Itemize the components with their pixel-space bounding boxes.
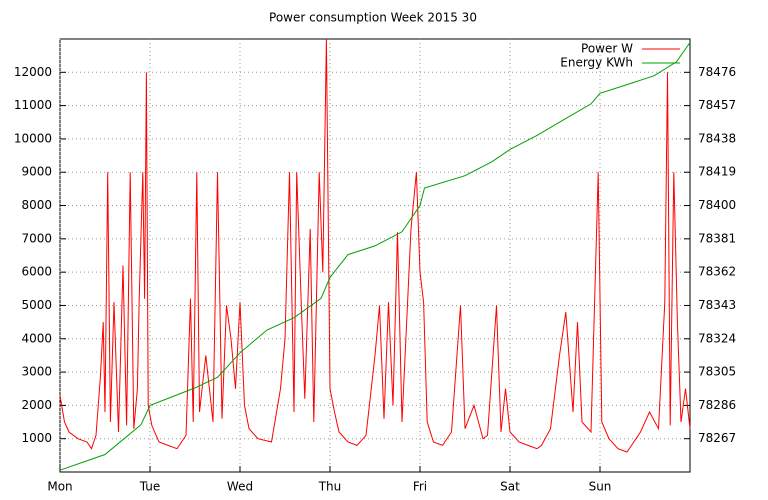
y2-tick-label: 78381 — [698, 231, 736, 245]
y-tick-label: 5000 — [21, 298, 52, 312]
y2-tick-label: 78400 — [698, 198, 736, 212]
chart-title: Power consumption Week 2015 30 — [269, 11, 477, 25]
y-tick-label: 9000 — [21, 165, 52, 179]
legend-label: Power W — [581, 42, 633, 56]
y-tick-label: 8000 — [21, 198, 52, 212]
y2-tick-label: 78343 — [698, 298, 736, 312]
y2-tick-label: 78457 — [698, 98, 736, 112]
y-tick-label: 12000 — [14, 65, 52, 79]
x-tick-label: Thu — [318, 480, 342, 494]
y2-tick-label: 78438 — [698, 131, 736, 145]
x-tick-label: Mon — [47, 480, 72, 494]
y2-tick-label: 78362 — [698, 265, 736, 279]
y2-tick-label: 78305 — [698, 365, 736, 379]
y2-tick-label: 78286 — [698, 398, 736, 412]
y2-tick-label: 78419 — [698, 165, 736, 179]
y-tick-label: 11000 — [14, 98, 52, 112]
y-tick-label: 6000 — [21, 265, 52, 279]
y-tick-label: 3000 — [21, 365, 52, 379]
x-tick-label: Fri — [413, 480, 427, 494]
series-line — [59, 38, 691, 453]
y-tick-label: 2000 — [21, 398, 52, 412]
x-tick-label: Tue — [139, 480, 161, 494]
legend-label: Energy KWh — [560, 56, 633, 70]
y-tick-label: 1000 — [21, 431, 52, 445]
y2-tick-label: 78324 — [698, 331, 736, 345]
y2-tick-label: 78267 — [698, 431, 736, 445]
y-tick-label: 10000 — [14, 131, 52, 145]
y-tick-label: 7000 — [21, 231, 52, 245]
series-line — [59, 42, 691, 471]
y2-tick-label: 78476 — [698, 65, 736, 79]
x-tick-label: Sun — [589, 480, 612, 494]
y-tick-label: 4000 — [21, 331, 52, 345]
x-tick-label: Wed — [227, 480, 253, 494]
x-tick-label: Sat — [500, 480, 520, 494]
